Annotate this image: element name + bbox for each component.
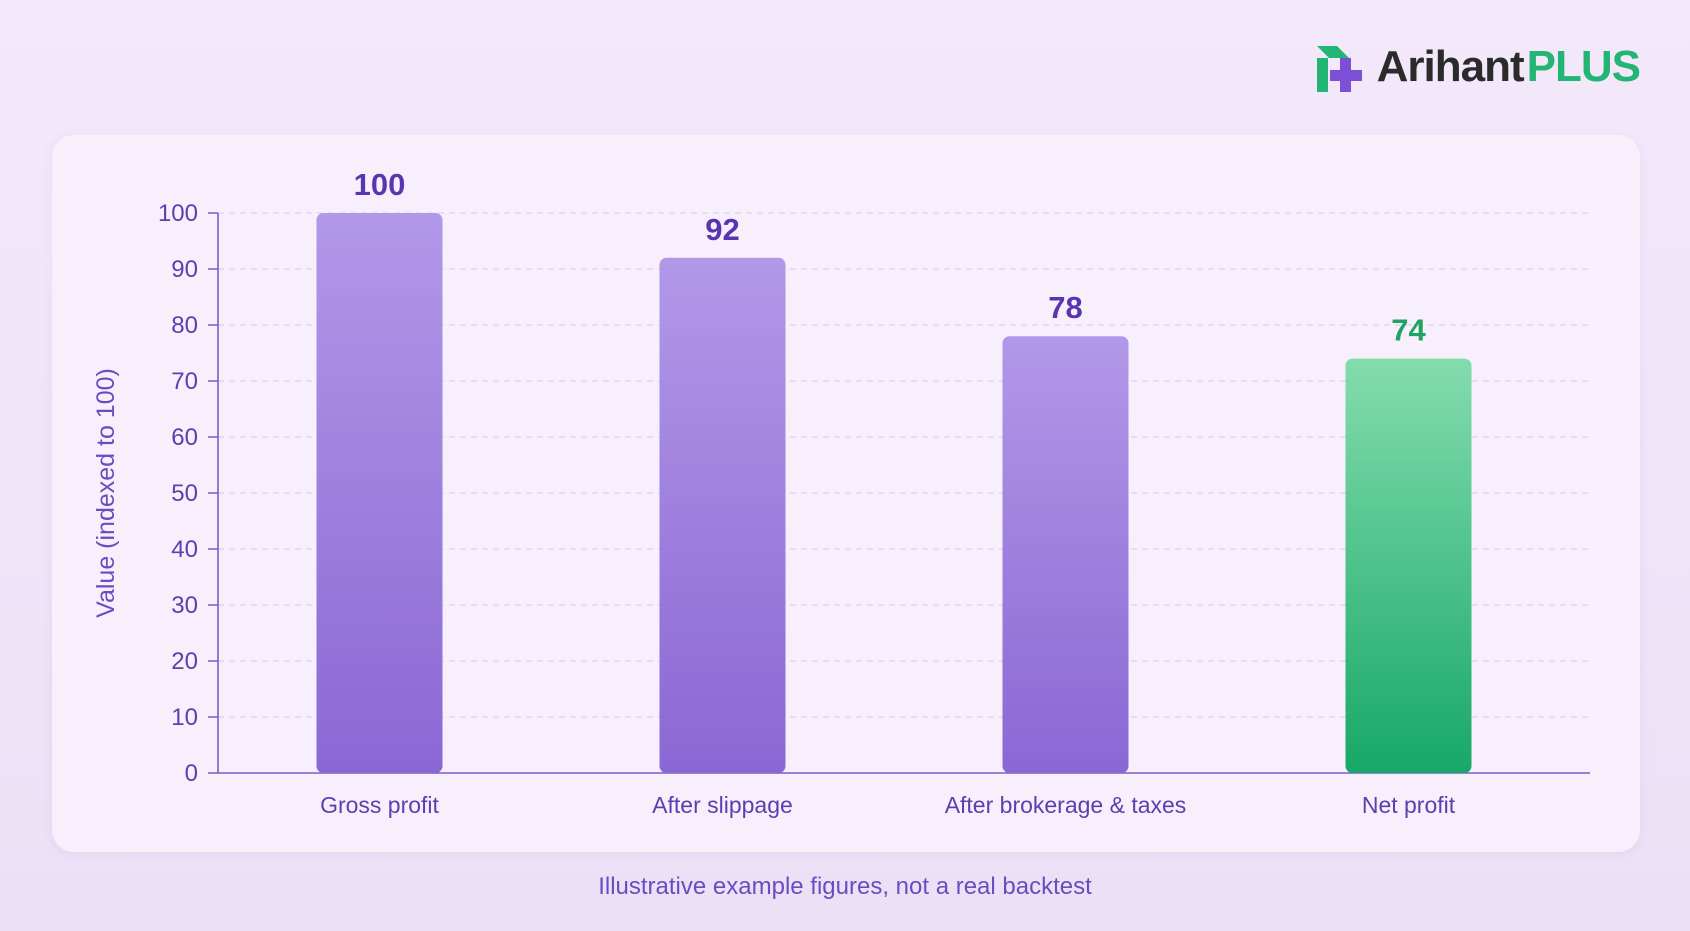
y-tick-label: 100 xyxy=(158,200,198,227)
bars xyxy=(316,213,1472,773)
bar-chart: 0 10 20 30 40 50 60 70 80 90 100 100 Gross profit 92 A… xyxy=(92,167,1590,818)
labels: 0 10 20 30 40 50 60 70 80 90 100 100 Gross profit 92 A… xyxy=(158,167,1456,818)
y-tick-label: 0 xyxy=(185,760,198,787)
brand-wordmark: ArihantPLUS xyxy=(1376,42,1641,91)
y-tick-label: 40 xyxy=(171,536,198,563)
footnote: Illustrative example figures, not a real… xyxy=(598,873,1092,900)
y-tick-label: 60 xyxy=(171,424,198,451)
y-tick-label: 70 xyxy=(171,368,198,395)
y-tick-label: 10 xyxy=(171,704,198,731)
y-tick-label: 90 xyxy=(171,256,198,283)
brand-name: Arihant xyxy=(1376,42,1525,91)
x-tick-label: After brokerage & taxes xyxy=(945,792,1187,818)
data-label: 92 xyxy=(705,212,739,247)
bar-net-profit xyxy=(1345,358,1472,773)
brand-logo: ArihantPLUS xyxy=(1313,40,1641,94)
bar-after-brokerage-taxes xyxy=(1002,336,1129,773)
data-label: 74 xyxy=(1391,313,1426,348)
bar-gross-profit xyxy=(316,213,443,773)
data-label: 100 xyxy=(354,167,406,202)
arihant-logo-icon xyxy=(1316,46,1362,92)
chart-card: 0 10 20 30 40 50 60 70 80 90 100 100 Gross profit 92 A… xyxy=(52,135,1640,852)
y-tick-label: 50 xyxy=(171,480,198,507)
x-tick-label: Net profit xyxy=(1362,792,1456,818)
y-axis-label: Value (indexed to 100) xyxy=(92,368,120,618)
x-tick-label: After slippage xyxy=(652,792,793,818)
y-tick-label: 30 xyxy=(171,592,198,619)
bar-after-slippage xyxy=(659,257,786,773)
brand-suffix: PLUS xyxy=(1526,42,1641,91)
x-tick-label: Gross profit xyxy=(320,792,439,818)
y-tick-label: 80 xyxy=(171,312,198,339)
grid-lines xyxy=(218,212,1590,718)
y-tick-label: 20 xyxy=(171,648,198,675)
data-label: 78 xyxy=(1048,290,1082,325)
